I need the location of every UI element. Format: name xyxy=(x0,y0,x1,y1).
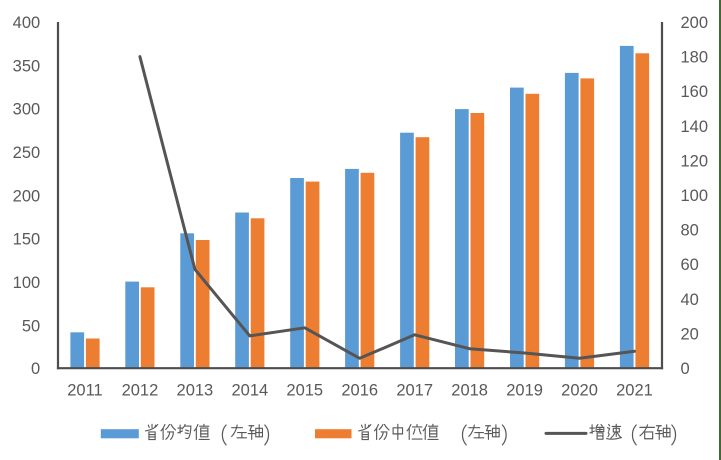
svg-text:2011: 2011 xyxy=(67,381,102,399)
svg-text:50: 50 xyxy=(22,317,40,335)
svg-text:2021: 2021 xyxy=(616,381,653,399)
svg-text:2017: 2017 xyxy=(396,381,433,399)
svg-text:2016: 2016 xyxy=(341,381,378,399)
svg-text:2018: 2018 xyxy=(451,381,488,399)
svg-text:140: 140 xyxy=(681,118,709,136)
svg-text:2015: 2015 xyxy=(286,381,323,399)
svg-text:0: 0 xyxy=(681,360,690,378)
svg-text:350: 350 xyxy=(13,57,41,75)
svg-text:60: 60 xyxy=(681,256,699,274)
svg-text:120: 120 xyxy=(681,152,709,170)
svg-text:20: 20 xyxy=(681,326,699,344)
svg-text:80: 80 xyxy=(681,222,699,240)
svg-text:2013: 2013 xyxy=(177,381,214,399)
svg-text:100: 100 xyxy=(13,274,41,292)
svg-text:2019: 2019 xyxy=(506,381,543,399)
svg-text:300: 300 xyxy=(13,101,41,119)
svg-text:180: 180 xyxy=(681,49,709,67)
svg-text:200: 200 xyxy=(13,187,41,205)
svg-text:2014: 2014 xyxy=(231,381,268,399)
svg-text:200: 200 xyxy=(681,14,709,32)
svg-text:0: 0 xyxy=(31,360,40,378)
svg-text:400: 400 xyxy=(13,14,41,32)
svg-text:250: 250 xyxy=(13,144,41,162)
svg-text:2012: 2012 xyxy=(122,381,159,399)
svg-text:2020: 2020 xyxy=(561,381,598,399)
svg-text:160: 160 xyxy=(681,83,709,101)
svg-text:150: 150 xyxy=(13,231,41,249)
svg-text:40: 40 xyxy=(681,291,699,309)
svg-text:100: 100 xyxy=(681,187,709,205)
